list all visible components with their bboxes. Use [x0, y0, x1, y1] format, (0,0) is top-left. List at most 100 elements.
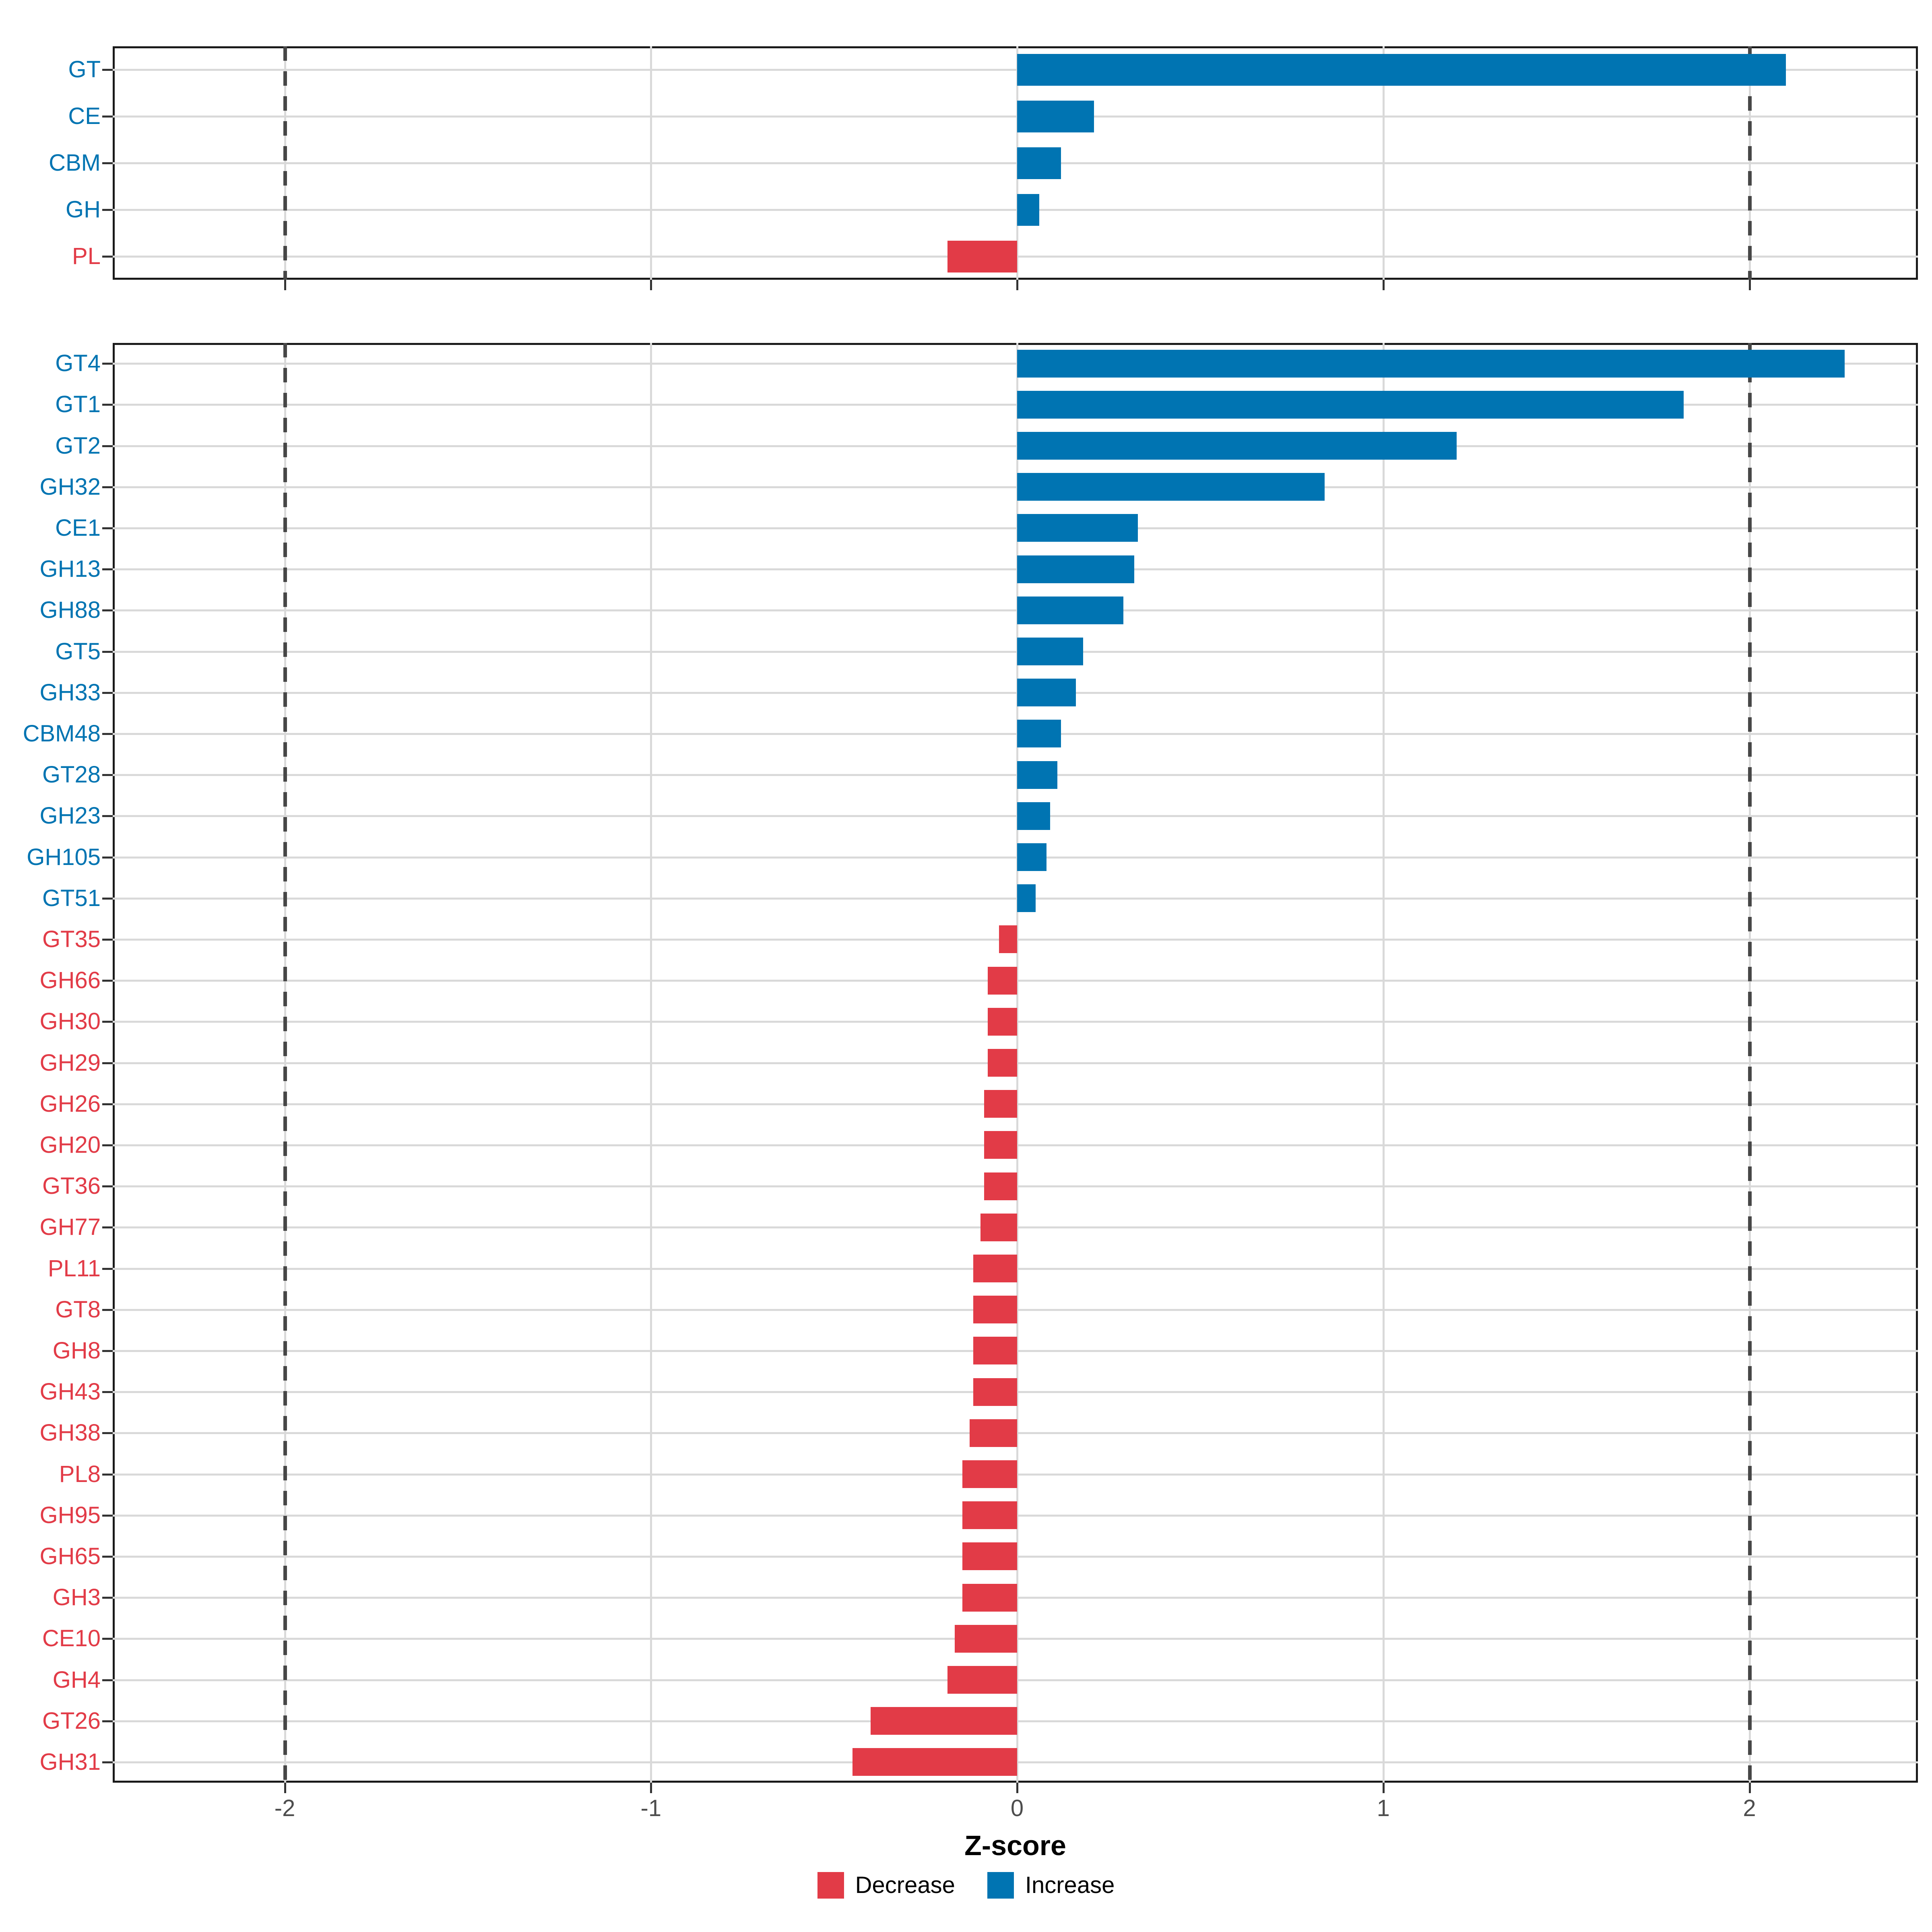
bar-GT51: [1017, 884, 1036, 912]
y-tick-mark: [102, 1555, 113, 1558]
legend-label: Decrease: [855, 1872, 955, 1898]
ytick-label-CE1: CE1: [55, 514, 101, 541]
y-tick-mark: [102, 1350, 113, 1352]
x-gridline: [1016, 343, 1019, 1783]
ytick-label-GH13: GH13: [39, 556, 101, 582]
row-gridline: [113, 774, 1918, 776]
x-tick-label-1: 1: [1377, 1795, 1390, 1821]
bar-GH77: [980, 1213, 1018, 1241]
ytick-label-GT: GT: [68, 56, 101, 83]
row-gridline: [113, 69, 1918, 71]
y-tick-mark: [102, 69, 113, 71]
legend-item-increase: Increase: [987, 1872, 1115, 1899]
ytick-label-GH31: GH31: [39, 1748, 101, 1775]
ytick-label-GH30: GH30: [39, 1008, 101, 1035]
bar-GH105: [1017, 843, 1046, 871]
row-gridline: [113, 363, 1918, 365]
ytick-label-GH32: GH32: [39, 473, 101, 500]
ytick-label-CBM48: CBM48: [23, 720, 101, 747]
ytick-label-GH3: GH3: [52, 1584, 101, 1611]
legend: Decrease Increase: [0, 1872, 1932, 1899]
ytick-label-GH65: GH65: [39, 1543, 101, 1569]
bar-GT5: [1017, 638, 1083, 665]
ytick-label-CE: CE: [68, 103, 101, 129]
y-tick-mark: [102, 527, 113, 529]
ytick-label-GH77: GH77: [39, 1214, 101, 1241]
y-tick-mark: [102, 1679, 113, 1681]
row-gridline: [113, 815, 1918, 817]
bar-GH66: [988, 966, 1018, 995]
ytick-label-GH66: GH66: [39, 967, 101, 994]
y-tick-mark: [102, 209, 113, 211]
y-tick-mark: [102, 568, 113, 571]
ytick-label-CE10: CE10: [42, 1625, 101, 1652]
bar-GH43: [973, 1378, 1018, 1406]
ytick-label-GT35: GT35: [42, 926, 101, 952]
bar-GT1: [1017, 390, 1684, 419]
y-tick-mark: [102, 445, 113, 447]
row-gridline: [113, 897, 1918, 900]
y-tick-mark: [102, 1144, 113, 1146]
legend-label: Increase: [1025, 1872, 1115, 1898]
ytick-label-PL8: PL8: [59, 1461, 101, 1487]
x-gridline: [650, 343, 652, 1783]
ytick-label-CBM: CBM: [49, 150, 101, 176]
y-tick-mark: [102, 1309, 113, 1311]
ytick-label-GH: GH: [66, 196, 101, 223]
ytick-label-GH20: GH20: [39, 1131, 101, 1158]
y-tick-mark: [102, 609, 113, 612]
row-gridline: [113, 527, 1918, 529]
dashed-reference-line: [1748, 343, 1752, 1783]
bar-CE1: [1017, 514, 1138, 542]
y-tick-mark: [102, 1062, 113, 1064]
ytick-label-GH95: GH95: [39, 1502, 101, 1528]
y-tick-mark: [102, 1021, 113, 1023]
bar-CBM48: [1017, 720, 1061, 748]
y-tick-mark: [102, 1432, 113, 1435]
ytick-label-PL11: PL11: [47, 1255, 101, 1282]
y-tick-mark: [102, 691, 113, 694]
row-gridline: [113, 404, 1918, 406]
x-tick-mark: [284, 1783, 286, 1793]
y-tick-mark: [102, 1638, 113, 1640]
y-tick-mark: [102, 1267, 113, 1270]
bar-GT36: [984, 1172, 1018, 1200]
y-tick-mark: [102, 733, 113, 735]
dashed-reference-line: [283, 343, 287, 1783]
ytick-label-GT8: GT8: [55, 1296, 101, 1323]
bar-GT4: [1017, 349, 1845, 378]
x-tick-mark: [1016, 280, 1019, 290]
bar-GH31: [852, 1748, 1018, 1776]
bar-GT: [1017, 54, 1786, 86]
y-tick-mark: [102, 1473, 113, 1476]
bar-GH38: [969, 1419, 1018, 1447]
x-tick-mark: [1382, 280, 1385, 290]
row-gridline: [113, 162, 1918, 164]
dashed-reference-line: [283, 46, 287, 280]
legend-swatch-increase: [987, 1872, 1014, 1899]
y-tick-mark: [102, 1103, 113, 1105]
x-tick-mark: [1748, 280, 1751, 290]
ytick-label-GH105: GH105: [27, 844, 101, 870]
bar-GH20: [984, 1131, 1018, 1159]
row-gridline: [113, 691, 1918, 694]
bar-GH23: [1017, 802, 1050, 830]
ytick-label-GT51: GT51: [42, 885, 101, 911]
bar-GT2: [1017, 432, 1457, 460]
y-tick-mark: [102, 1514, 113, 1517]
ytick-label-GT1: GT1: [55, 391, 101, 418]
x-tick-mark: [1748, 1783, 1751, 1793]
ytick-label-GH38: GH38: [39, 1420, 101, 1446]
legend-item-decrease: Decrease: [817, 1872, 955, 1899]
ytick-label-GH88: GH88: [39, 597, 101, 623]
bar-GT8: [973, 1296, 1018, 1324]
ytick-label-GH29: GH29: [39, 1049, 101, 1076]
y-tick-mark: [102, 486, 113, 488]
bar-CE10: [955, 1624, 1018, 1653]
y-tick-mark: [102, 980, 113, 982]
y-tick-mark: [102, 1720, 113, 1722]
ytick-label-GT4: GT4: [55, 350, 101, 377]
bar-GH88: [1017, 596, 1123, 624]
ytick-label-GH4: GH4: [52, 1666, 101, 1693]
